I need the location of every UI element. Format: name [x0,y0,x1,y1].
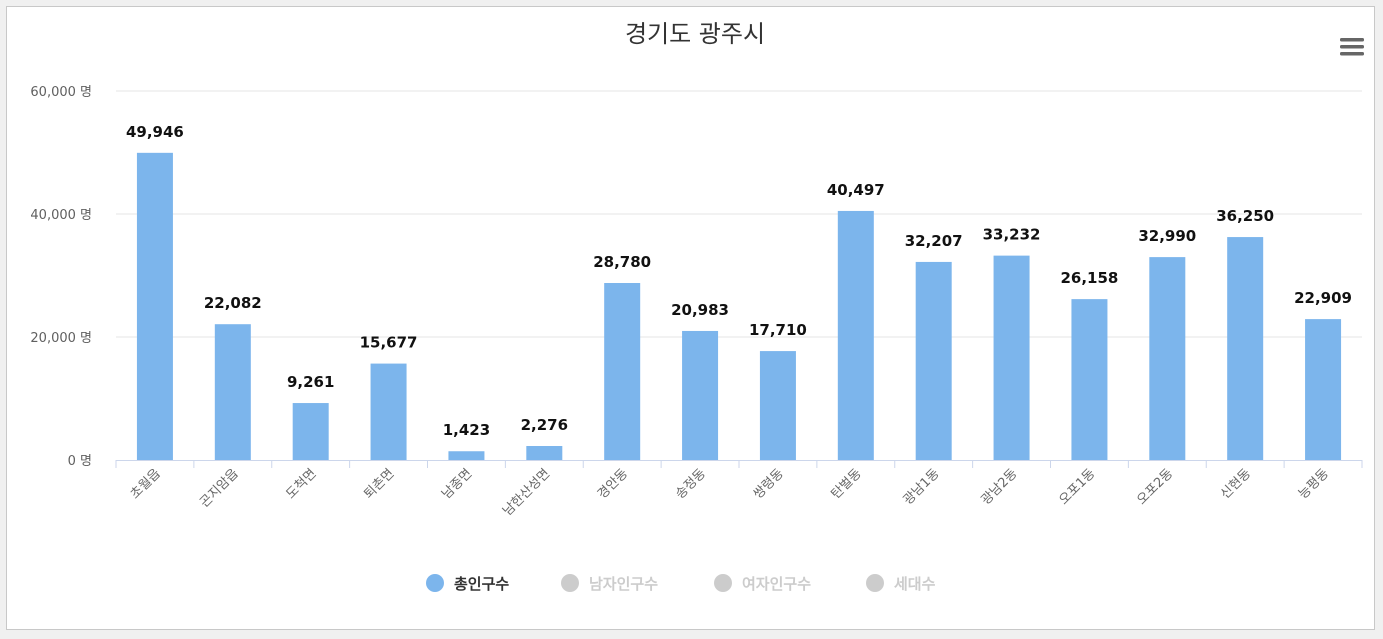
x-tick-label: 오포1동 [1056,466,1098,508]
legend-marker [714,574,732,592]
legend: 총인구수 남자인구수 여자인구수 세대수 [426,574,936,593]
bar[interactable] [292,403,329,460]
data-label: 32,990 [1138,227,1196,245]
data-label: 9,261 [287,373,334,391]
y-tick-label: 60,000 명 [30,85,92,100]
data-label: 2,276 [521,416,568,434]
data-label: 15,677 [360,334,418,352]
hamburger-menu-icon [1340,38,1364,56]
bar[interactable] [1071,299,1108,460]
data-label: 1,423 [443,421,490,439]
x-tick-label: 남한산성면 [500,466,553,519]
chart-menu-button[interactable] [1338,35,1366,59]
bar[interactable] [915,261,952,460]
legend-label: 세대수 [894,575,936,593]
x-tick-label: 경안동 [595,466,631,502]
y-axis: 0 명 20,000 명 40,000 명 60,000 명 [30,85,92,469]
legend-label: 여자인구수 [742,575,811,593]
y-tick-label: 20,000 명 [30,331,92,346]
legend-item[interactable]: 세대수 [866,574,936,593]
bar[interactable] [837,210,874,460]
y-tick-label: 0 명 [68,454,92,469]
bar[interactable] [214,324,251,460]
bar[interactable] [1227,237,1264,460]
x-tick-label: 신현동 [1218,466,1254,502]
bar-series [136,152,1342,460]
legend-item[interactable]: 남자인구수 [561,574,658,593]
bar[interactable] [682,330,719,460]
data-labels: 49,946 22,082 9,261 15,677 1,423 2,276 28,780 2… [126,123,1352,439]
y-tick-label: 40,000 명 [30,208,92,223]
data-label: 49,946 [126,123,184,141]
data-label: 22,082 [204,294,262,312]
x-tick-label: 오포2동 [1134,466,1176,508]
legend-marker [561,574,579,592]
x-tick-label: 곤지암읍 [197,466,241,510]
bar[interactable] [759,351,796,460]
x-tick-label: 광남2동 [979,466,1021,508]
bar[interactable] [1149,257,1186,460]
bar-chart: 경기도 광주시 0 명 20,000 명 40,000 명 60,000 명 49,9… [30,20,1363,593]
bar[interactable] [526,446,563,460]
x-tick-label: 초월읍 [128,466,164,502]
x-tick-label: 쌍령동 [751,466,787,502]
x-tick-label: 남종면 [439,466,475,502]
x-axis: 초월읍 곤지암읍 도척면 퇴촌면 남종면 남한산성면 경안동 송정동 쌍령동 탄벌동 광남1동 광남2… [115,460,1363,519]
legend-label: 남자인구수 [589,575,658,593]
data-label: 26,158 [1060,269,1118,287]
data-label: 17,710 [749,321,807,339]
x-tick-label: 탄벌동 [829,466,865,502]
legend-item[interactable]: 여자인구수 [714,574,811,593]
legend-label: 총인구수 [454,575,509,593]
x-tick-label: 도척면 [284,466,320,502]
legend-marker [866,574,884,592]
data-label: 40,497 [827,181,885,199]
data-label: 32,207 [905,232,963,250]
bar[interactable] [370,363,407,460]
data-label: 28,780 [593,253,651,271]
legend-item[interactable]: 총인구수 [426,574,509,593]
bar[interactable] [448,451,485,460]
data-label: 33,232 [983,226,1041,244]
bar[interactable] [604,283,641,460]
x-tick-label: 송정동 [673,466,709,502]
x-tick-label: 광남1동 [901,466,943,508]
bar[interactable] [136,152,173,460]
bar[interactable] [1305,319,1342,460]
chart-title: 경기도 광주시 [625,20,765,48]
chart-container: 경기도 광주시 0 명 20,000 명 40,000 명 60,000 명 49,9… [6,6,1375,630]
legend-marker [426,574,444,592]
data-label: 20,983 [671,301,729,319]
x-tick-label: 퇴촌면 [361,466,397,502]
bar[interactable] [993,255,1030,460]
data-label: 36,250 [1216,207,1274,225]
data-label: 22,909 [1294,289,1352,307]
x-tick-label: 능평동 [1296,466,1332,502]
